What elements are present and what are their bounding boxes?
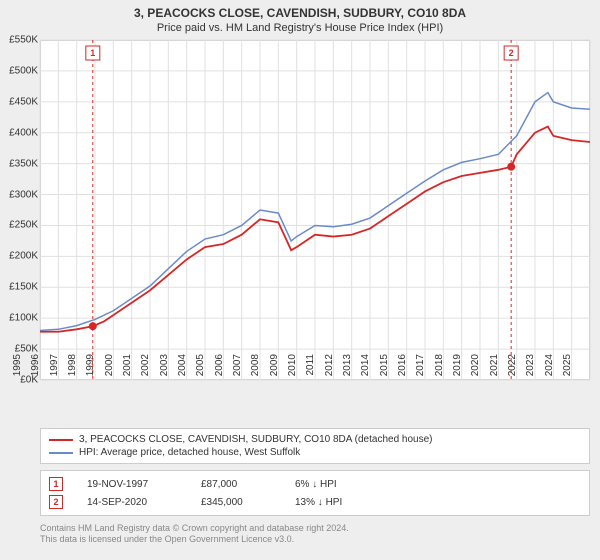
x-axis-label: 2024 bbox=[544, 354, 555, 384]
x-axis-label: 1995 bbox=[12, 354, 23, 384]
y-axis-label: £450K bbox=[2, 96, 38, 107]
event-delta: 6% ↓ HPI bbox=[295, 479, 385, 490]
svg-text:1: 1 bbox=[90, 48, 95, 58]
x-axis-label: 2012 bbox=[324, 354, 335, 384]
x-axis-label: 2019 bbox=[452, 354, 463, 384]
legend-box: 3, PEACOCKS CLOSE, CAVENDISH, SUDBURY, C… bbox=[40, 428, 590, 464]
event-date: 14-SEP-2020 bbox=[87, 497, 177, 508]
event-row: 1 19-NOV-1997 £87,000 6% ↓ HPI bbox=[49, 477, 581, 491]
events-box: 1 19-NOV-1997 £87,000 6% ↓ HPI 2 14-SEP-2020 £… bbox=[40, 470, 590, 516]
x-axis-label: 2008 bbox=[250, 354, 261, 384]
x-axis-label: 1997 bbox=[49, 354, 60, 384]
y-axis-label: £500K bbox=[2, 65, 38, 76]
legend-item: HPI: Average price, detached house, West… bbox=[49, 446, 581, 459]
x-axis-label: 2025 bbox=[562, 354, 573, 384]
x-axis-label: 2020 bbox=[470, 354, 481, 384]
x-axis-label: 2004 bbox=[177, 354, 188, 384]
x-axis-label: 2010 bbox=[287, 354, 298, 384]
legend-item: 3, PEACOCKS CLOSE, CAVENDISH, SUDBURY, C… bbox=[49, 433, 581, 446]
y-axis-label: £400K bbox=[2, 127, 38, 138]
y-axis-label: £550K bbox=[2, 35, 38, 46]
y-axis-label: £200K bbox=[2, 251, 38, 262]
event-date: 19-NOV-1997 bbox=[87, 479, 177, 490]
x-axis-label: 2011 bbox=[305, 354, 316, 384]
x-axis-label: 2018 bbox=[434, 354, 445, 384]
legend-label: HPI: Average price, detached house, West… bbox=[79, 447, 300, 458]
y-axis-label: £100K bbox=[2, 313, 38, 324]
event-price: £345,000 bbox=[201, 497, 271, 508]
x-axis-label: 2001 bbox=[122, 354, 133, 384]
chart-subtitle: Price paid vs. HM Land Registry's House … bbox=[0, 20, 600, 38]
x-axis-label: 2005 bbox=[195, 354, 206, 384]
y-axis-label: £250K bbox=[2, 220, 38, 231]
chart-svg: 12 bbox=[40, 40, 590, 380]
x-axis-label: 2016 bbox=[397, 354, 408, 384]
x-axis-label: 2006 bbox=[214, 354, 225, 384]
event-number: 2 bbox=[49, 495, 63, 509]
x-axis-label: 2023 bbox=[525, 354, 536, 384]
x-axis-label: 1996 bbox=[30, 354, 41, 384]
event-number: 1 bbox=[49, 477, 63, 491]
chart-title: 3, PEACOCKS CLOSE, CAVENDISH, SUDBURY, C… bbox=[0, 0, 600, 20]
event-delta: 13% ↓ HPI bbox=[295, 497, 385, 508]
plot-area: 12 £0K£50K£100K£150K£200K£250K£300K£350K… bbox=[0, 40, 600, 420]
legend-swatch bbox=[49, 439, 73, 441]
event-price: £87,000 bbox=[201, 479, 271, 490]
x-axis-label: 1998 bbox=[67, 354, 78, 384]
license-line-2: This data is licensed under the Open Gov… bbox=[40, 534, 590, 545]
y-axis-label: £300K bbox=[2, 189, 38, 200]
x-axis-label: 2002 bbox=[140, 354, 151, 384]
x-axis-label: 2009 bbox=[269, 354, 280, 384]
x-axis-label: 2003 bbox=[159, 354, 170, 384]
x-axis-label: 2013 bbox=[342, 354, 353, 384]
x-axis-label: 2007 bbox=[232, 354, 243, 384]
svg-text:2: 2 bbox=[509, 48, 514, 58]
y-axis-label: £350K bbox=[2, 158, 38, 169]
x-axis-label: 2015 bbox=[379, 354, 390, 384]
y-axis-label: £150K bbox=[2, 282, 38, 293]
chart-figure: 3, PEACOCKS CLOSE, CAVENDISH, SUDBURY, C… bbox=[0, 0, 600, 560]
x-axis-label: 2021 bbox=[489, 354, 500, 384]
x-axis-label: 1999 bbox=[85, 354, 96, 384]
legend-label: 3, PEACOCKS CLOSE, CAVENDISH, SUDBURY, C… bbox=[79, 434, 432, 445]
license-text: Contains HM Land Registry data © Crown c… bbox=[40, 523, 590, 546]
event-row: 2 14-SEP-2020 £345,000 13% ↓ HPI bbox=[49, 495, 581, 509]
x-axis-label: 2022 bbox=[507, 354, 518, 384]
x-axis-label: 2000 bbox=[104, 354, 115, 384]
license-line-1: Contains HM Land Registry data © Crown c… bbox=[40, 523, 590, 534]
x-axis-label: 2014 bbox=[360, 354, 371, 384]
legend-swatch bbox=[49, 452, 73, 454]
y-axis-label: £50K bbox=[2, 344, 38, 355]
x-axis-label: 2017 bbox=[415, 354, 426, 384]
